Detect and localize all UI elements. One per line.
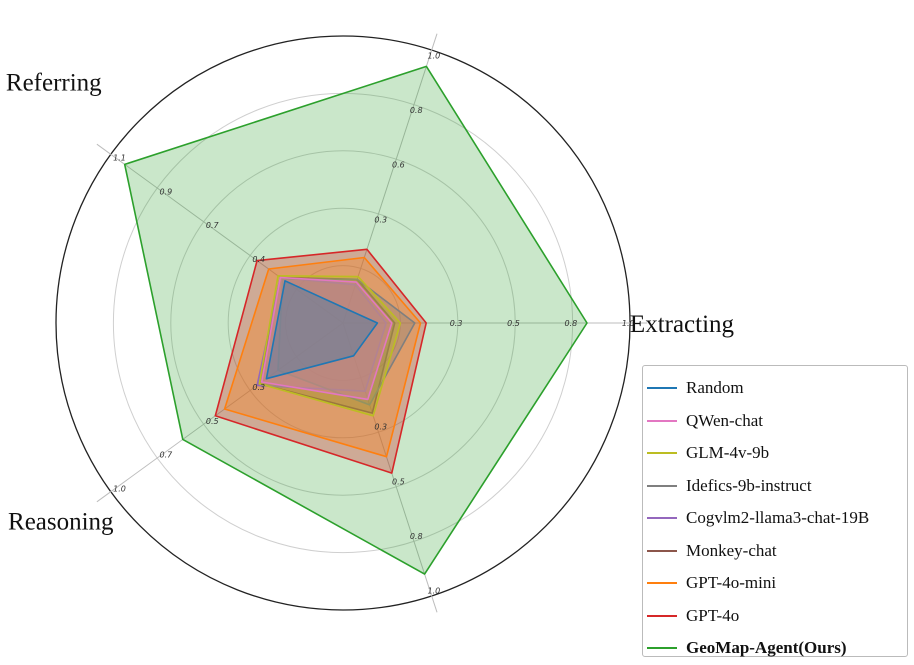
radar-spoke [342,322,433,597]
radar-series-glm-4v-9b [258,274,402,417]
radar-tick-label: 0.8 [410,106,423,115]
radar-tick-label: 1.0 [622,319,635,328]
legend-swatch [647,387,677,390]
radar-spoke-extension [431,33,438,51]
legend: Random QWen-chat GLM-4v-9b Idefics-9b-instr… [642,365,908,657]
legend-label: Monkey-chat [686,540,777,560]
legend-swatch [647,452,677,455]
radar-tick-label: 0.8 [565,319,578,328]
radar-tick-label: 0.5 [392,477,405,486]
radar-tick-label: 0.5 [507,319,520,328]
legend-item: GPT-4o-mini [643,567,907,600]
radar-tick-label: 1.1 [113,154,126,163]
radar-spoke-extension [96,491,112,503]
radar-spoke-extension [431,595,438,613]
axis-title-analyzing: Analyzing [407,661,512,663]
radar-tick-label: 0.3 [374,215,387,224]
legend-label: QWen-chat [686,410,763,430]
radar-tick-label: 0.8 [410,532,423,541]
radar-grid [55,33,648,613]
legend-swatch [647,582,677,585]
radar-series-monkey-chat [258,276,396,414]
radar-spoke [110,153,344,324]
axis-title-extracting: Extracting [630,311,735,338]
legend-item: Cogvlm2-llama3-chat-19B [643,502,907,535]
radar-series-random [265,279,379,380]
legend-label: GLM-4v-9b [686,443,770,463]
radar-tick-label: 1.0 [428,587,441,596]
legend-item: Random [643,372,907,405]
legend-item: Monkey-chat [643,535,907,568]
radar-tick-label: 0.7 [160,451,174,460]
radar-tick-label: 1.0 [428,52,441,61]
radar-tick-label: 0.3 [374,423,387,432]
radar-tick-label: 0.7 [206,221,220,230]
radar-spoke [342,49,433,324]
legend-label: GeoMap-Agent(Ours) [686,638,847,658]
legend-item: GPT-4o [643,600,907,633]
radar-tick-label: 0.6 [392,161,405,170]
legend-label: GPT-4o-mini [686,573,777,593]
legend-label: GPT-4o [686,605,740,625]
radar-spoke [110,322,344,493]
legend-label: Idefics-9b-instruct [686,475,812,495]
legend-swatch [647,484,677,487]
radar-axis-titles: ExtractingGroundingReferringReasoningAna… [6,69,735,663]
radar-tick-label: 0.5 [206,417,219,426]
legend-item: Idefics-9b-instruct [643,470,907,503]
axis-title-referring: Referring [6,69,102,96]
radar-tick-label: 0.9 [160,187,173,196]
radar-tick-label: 0.3 [450,319,463,328]
radar-series-group [123,65,588,575]
legend-swatch [647,419,677,422]
radar-tick-label: 0.3 [252,383,265,392]
radar-tick-label: 1.0 [113,484,126,493]
radar-tick-labels: 0.3 0.5 0.8 1.0 0.3 0.6 0.8 1.0 0.4 0.7 0.9 1.1 0.3 0… [113,52,635,596]
legend-label: Cogvlm2-llama3-chat-19B [686,508,870,528]
radar-spoke-extension [96,143,112,155]
legend-swatch [647,614,677,617]
legend-item: QWen-chat [643,405,907,438]
legend-swatch [647,647,677,650]
legend-item: GLM-4v-9b [643,437,907,470]
legend-label: Random [686,378,744,398]
radar-series-geomap-agent-ours [123,65,588,575]
legend-swatch [647,549,677,552]
radar-tick-label: 0.4 [252,255,265,264]
radar-series-qwen-chat [260,276,393,401]
axis-title-reasoning: Reasoning [8,509,114,536]
legend-swatch [647,517,677,520]
radar-series-gpt-4o [214,248,428,474]
legend-item: GeoMap-Agent(Ours) [643,632,907,665]
